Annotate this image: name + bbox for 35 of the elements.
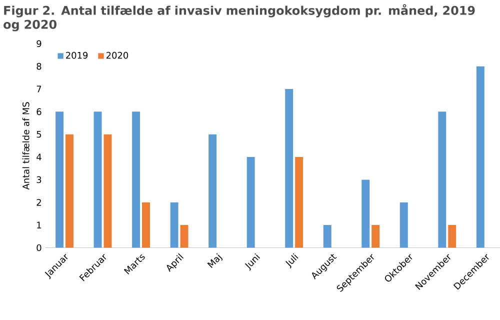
bar <box>142 202 150 248</box>
bar <box>104 134 112 248</box>
bar <box>285 89 294 248</box>
bar <box>65 134 74 248</box>
bar <box>476 66 484 248</box>
bar <box>246 157 255 248</box>
y-tick-label: 1 <box>37 222 42 228</box>
y-tick-label: 0 <box>36 244 42 252</box>
y-tick-label: 2 <box>36 199 41 206</box>
bar <box>56 112 64 248</box>
x-tick-label: Juli <box>285 253 298 269</box>
bar <box>448 225 456 248</box>
bar <box>132 112 140 248</box>
bar <box>180 225 188 248</box>
y-tick-label: 6 <box>36 108 42 116</box>
y-tick-label: 5 <box>36 131 42 138</box>
y-tick-label: 9 <box>36 40 42 48</box>
legend-label: 2019 <box>66 52 88 59</box>
y-axis-title: Antal tilfælde af MS <box>22 102 30 190</box>
bar <box>400 202 408 248</box>
bar <box>323 225 332 248</box>
legend-label: 2020 <box>106 52 128 59</box>
y-tick-label: 8 <box>36 62 42 70</box>
bar <box>362 180 370 248</box>
chart-title: Figur 2. Antal tilfælde af invasiv meningokoksygdom pr. måned, 2019 og 2020 <box>4 4 475 32</box>
bar <box>94 112 102 248</box>
bar <box>208 134 217 248</box>
y-tick-label: 7 <box>36 86 42 92</box>
bar <box>295 157 304 248</box>
y-tick-label: 4 <box>36 154 42 160</box>
x-tick-label: Maj <box>207 253 223 268</box>
bar <box>438 112 446 248</box>
bar <box>372 225 380 248</box>
y-tick-label: 3 <box>36 176 42 184</box>
bar <box>170 202 178 248</box>
